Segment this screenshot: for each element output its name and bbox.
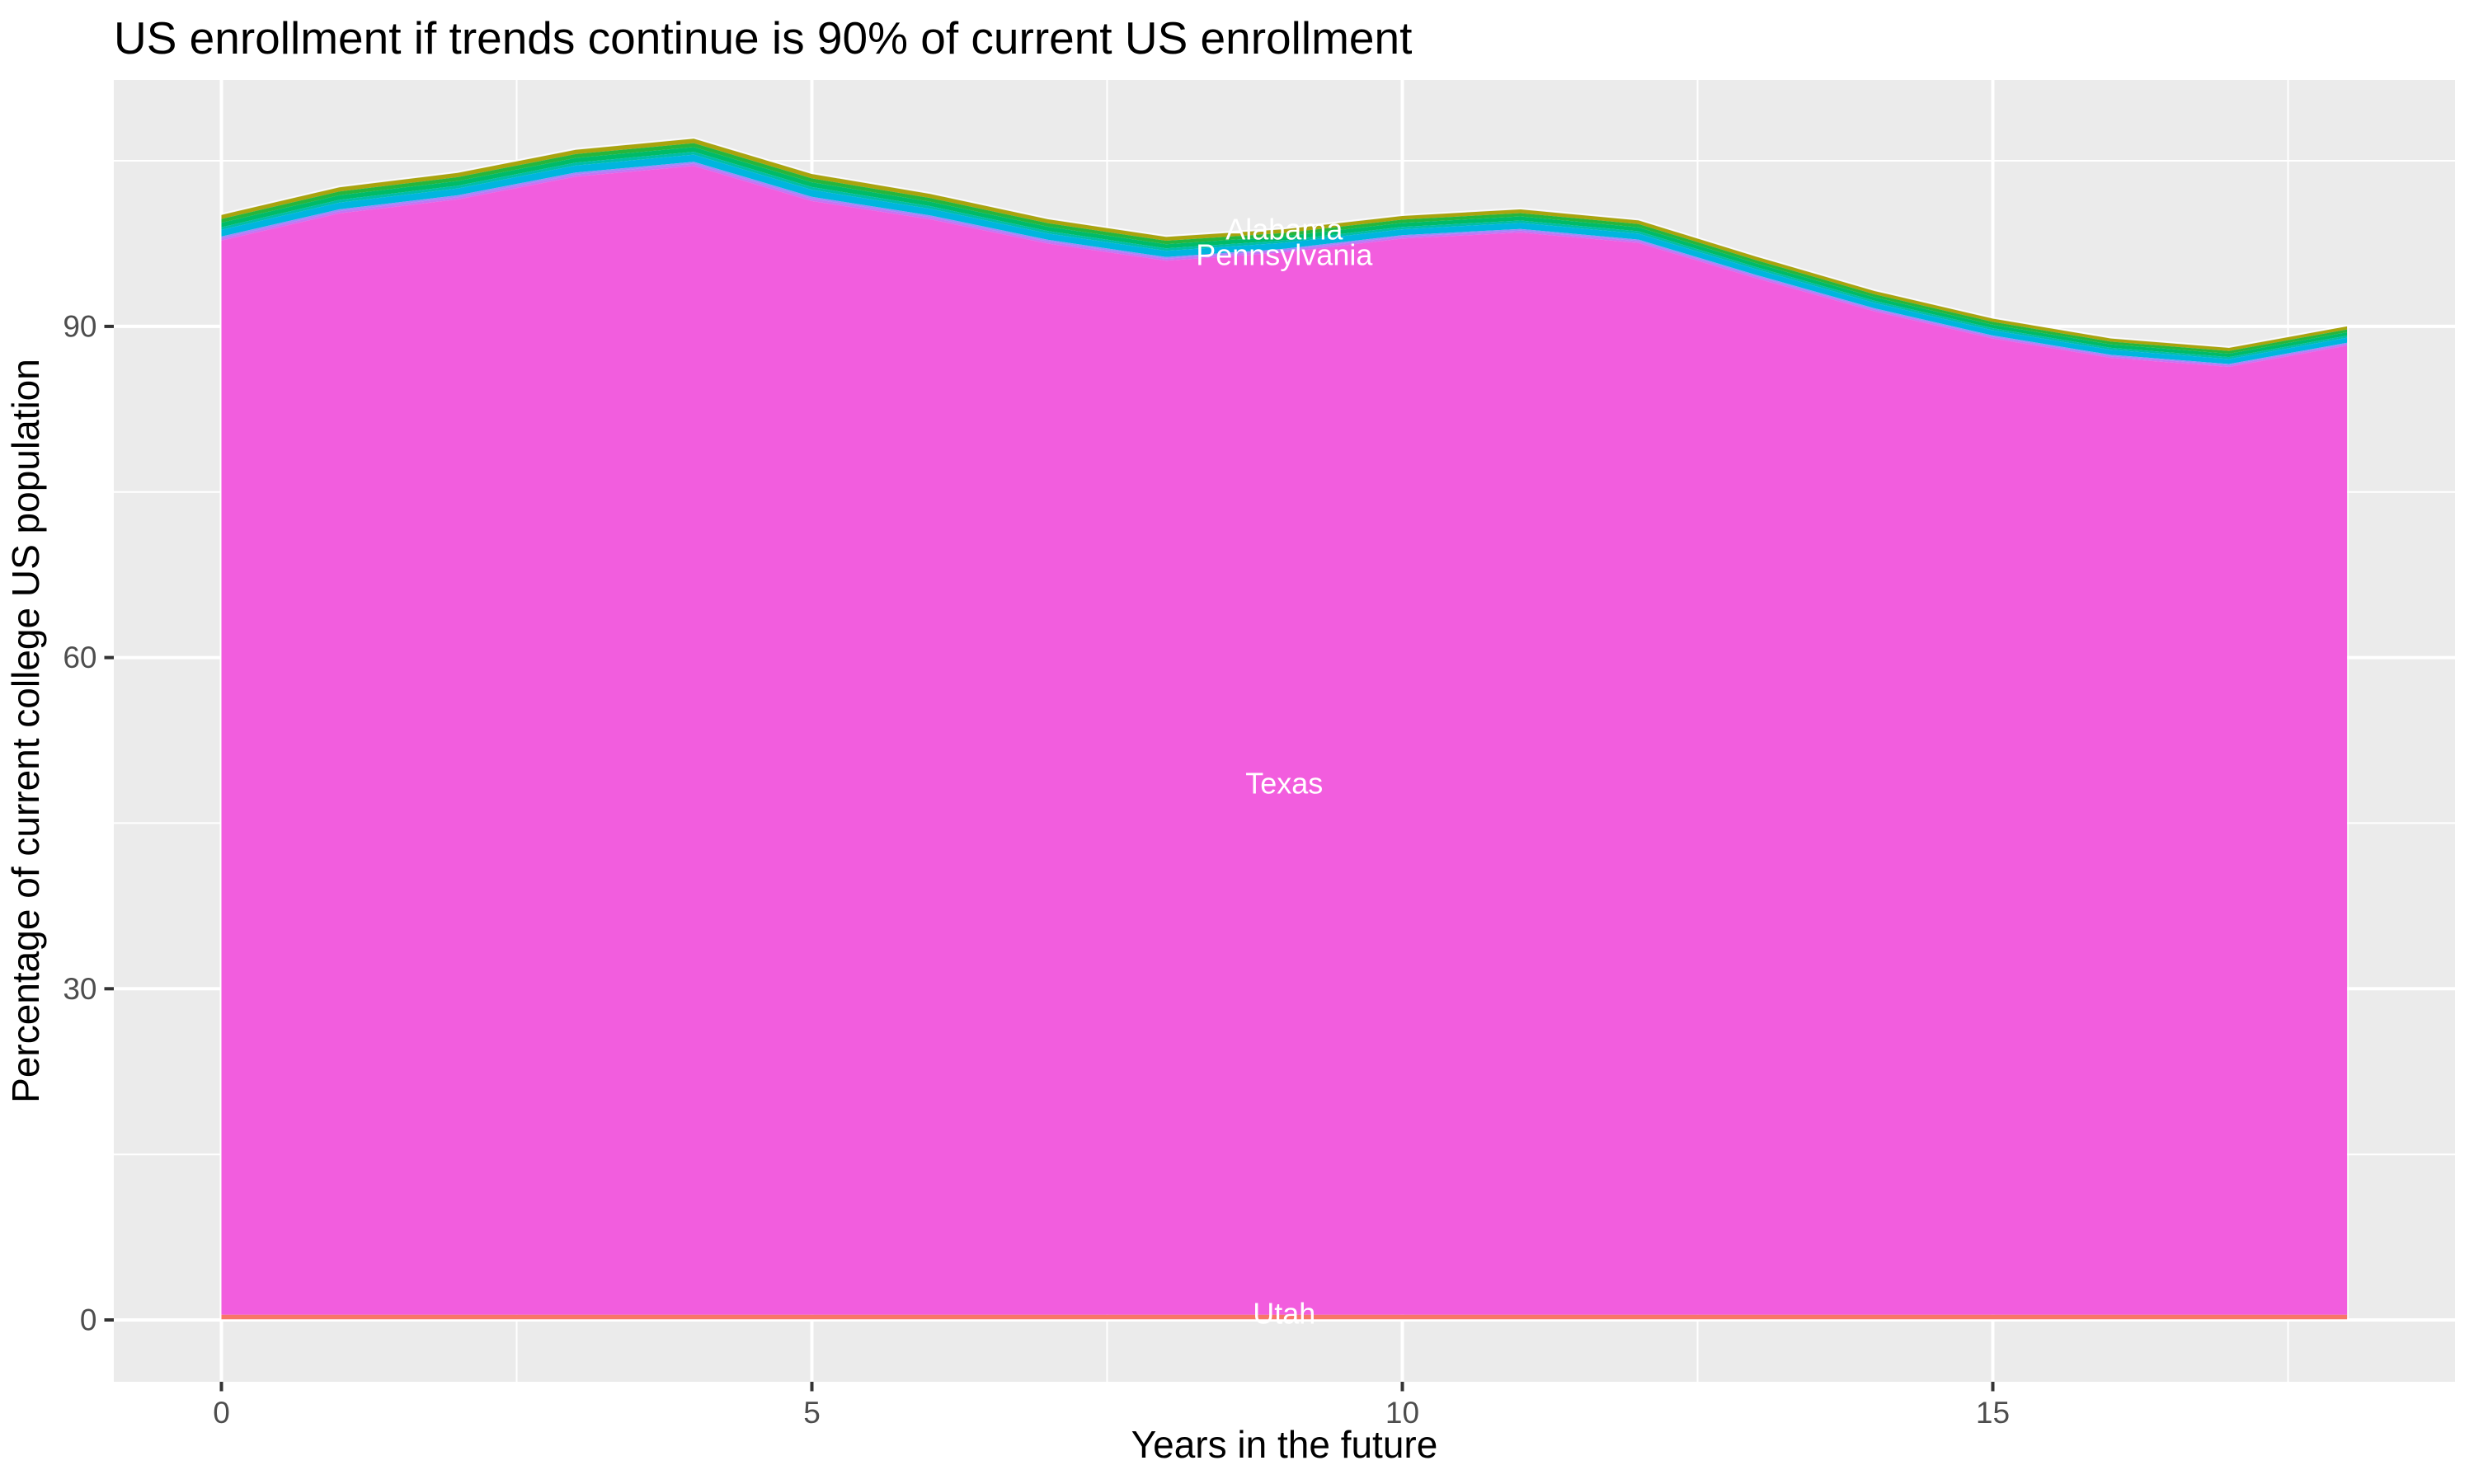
svg-text:Years in the future: Years in the future bbox=[1131, 1423, 1438, 1466]
svg-text:Percentage of current college: Percentage of current college US populat… bbox=[4, 359, 47, 1103]
svg-text:30: 30 bbox=[63, 972, 96, 1006]
svg-text:Texas: Texas bbox=[1245, 767, 1323, 801]
svg-text:Pennsylvania: Pennsylvania bbox=[1196, 238, 1373, 272]
svg-text:Alabama: Alabama bbox=[1225, 213, 1343, 247]
svg-text:0: 0 bbox=[80, 1303, 97, 1337]
svg-text:15: 15 bbox=[1976, 1396, 2010, 1430]
svg-text:US enrollment if trends contin: US enrollment if trends continue is 90% … bbox=[114, 12, 1412, 63]
svg-text:0: 0 bbox=[213, 1396, 230, 1430]
svg-text:90: 90 bbox=[63, 310, 96, 344]
svg-text:60: 60 bbox=[63, 641, 96, 674]
svg-text:10: 10 bbox=[1385, 1396, 1419, 1430]
svg-text:Utah: Utah bbox=[1253, 1297, 1315, 1331]
svg-text:5: 5 bbox=[803, 1396, 821, 1430]
